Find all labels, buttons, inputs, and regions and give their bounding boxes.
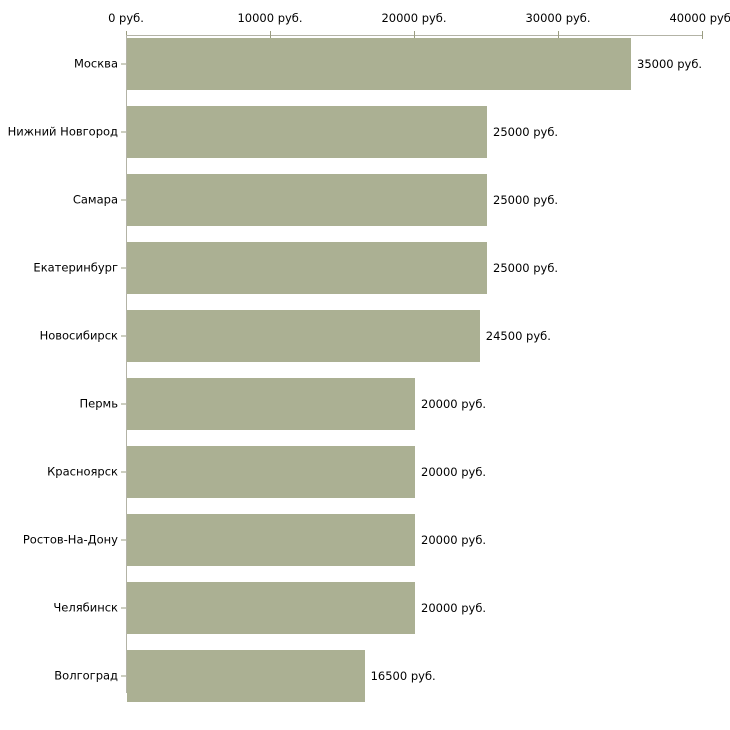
- bar-value-label: 16500 руб.: [370, 669, 436, 683]
- category-label: Челябинск: [53, 600, 118, 615]
- category-tick: [121, 607, 126, 609]
- bar[interactable]: [127, 38, 631, 90]
- bar[interactable]: [127, 174, 487, 226]
- bar-value-label: 20000 руб.: [421, 465, 487, 479]
- category-tick: [121, 199, 126, 201]
- category-label: Красноярск: [47, 464, 118, 479]
- bar-row: Екатеринбург 25000 руб.: [0, 242, 730, 294]
- bar-row: Нижний Новгород 25000 руб.: [0, 106, 730, 158]
- x-axis-tick-label: 30000 руб.: [525, 11, 591, 25]
- category-label: Пермь: [79, 396, 118, 411]
- x-axis-tick: [414, 31, 415, 39]
- x-axis-tick-label: 40000 руб.: [669, 11, 730, 25]
- bar-row: Красноярск 20000 руб.: [0, 446, 730, 498]
- bar-value-label: 20000 руб.: [421, 533, 487, 547]
- x-axis-tick: [558, 31, 559, 39]
- bar[interactable]: [127, 582, 415, 634]
- x-axis-tick: [270, 31, 271, 39]
- category-label: Екатеринбург: [33, 260, 118, 275]
- bar[interactable]: [127, 446, 415, 498]
- bar-value-label: 25000 руб.: [493, 193, 559, 207]
- bar[interactable]: [127, 242, 487, 294]
- bar-value-label: 20000 руб.: [421, 601, 487, 615]
- bar[interactable]: [127, 650, 365, 702]
- bar-value-label: 25000 руб.: [493, 261, 559, 275]
- category-label: Самара: [72, 192, 118, 207]
- bar-value-label: 20000 руб.: [421, 397, 487, 411]
- category-tick: [121, 675, 126, 677]
- x-axis: 0 руб. 10000 руб. 20000 руб. 30000 руб. 4000…: [0, 0, 730, 39]
- bar-value-label: 35000 руб.: [637, 57, 703, 71]
- bar[interactable]: [127, 514, 415, 566]
- category-tick: [121, 335, 126, 337]
- bar-row: Новосибирск 24500 руб.: [0, 310, 730, 362]
- bar-row: Волгоград 16500 руб.: [0, 650, 730, 702]
- category-tick: [121, 403, 126, 405]
- y-axis-line: [126, 35, 127, 693]
- category-label: Москва: [73, 56, 118, 71]
- bar[interactable]: [127, 378, 415, 430]
- category-tick: [121, 539, 126, 541]
- category-tick: [121, 267, 126, 269]
- bar[interactable]: [127, 310, 480, 362]
- bar-row: Челябинск 20000 руб.: [0, 582, 730, 634]
- x-axis-tick-label: 10000 руб.: [237, 11, 303, 25]
- x-axis-tick-label: 0 руб.: [108, 11, 144, 25]
- category-tick: [121, 63, 126, 65]
- bar-row: Пермь 20000 руб.: [0, 378, 730, 430]
- bar-row: Москва 35000 руб.: [0, 38, 730, 90]
- category-label: Ростов-На-Дону: [22, 532, 118, 547]
- category-label: Волгоград: [54, 668, 118, 683]
- category-tick: [121, 471, 126, 473]
- category-label: Новосибирск: [39, 328, 118, 343]
- bar-value-label: 25000 руб.: [493, 125, 559, 139]
- category-tick: [121, 131, 126, 133]
- bar-value-label: 24500 руб.: [485, 329, 551, 343]
- bar[interactable]: [127, 106, 487, 158]
- category-label: Нижний Новгород: [7, 124, 118, 139]
- bar-row: Ростов-На-Дону 20000 руб.: [0, 514, 730, 566]
- x-axis-tick: [702, 31, 703, 39]
- bar-row: Самара 25000 руб.: [0, 174, 730, 226]
- x-axis-tick-label: 20000 руб.: [381, 11, 447, 25]
